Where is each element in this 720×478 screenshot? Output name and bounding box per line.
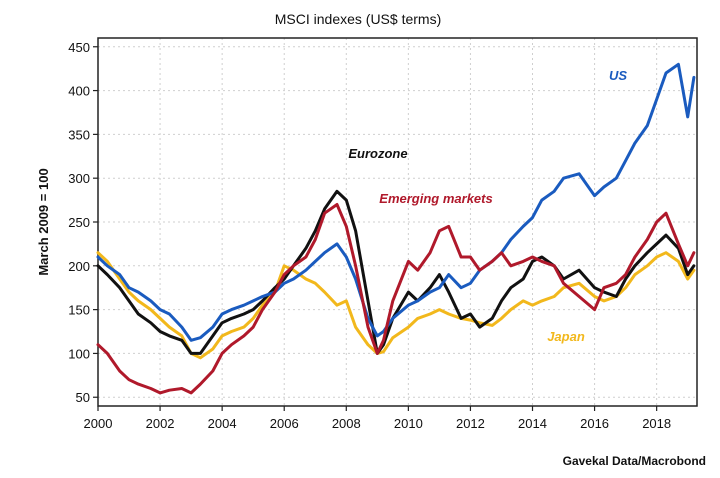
x-tick-label: 2016 bbox=[580, 416, 609, 431]
y-tick-label: 50 bbox=[76, 390, 90, 405]
chart-title: MSCI indexes (US$ terms) bbox=[275, 11, 441, 27]
series-label-us: US bbox=[609, 68, 627, 83]
y-axis-title: March 2009 = 100 bbox=[36, 168, 51, 275]
y-tick-label: 350 bbox=[68, 127, 90, 142]
x-tick-label: 2010 bbox=[394, 416, 423, 431]
series-line-emerging-markets bbox=[96, 203, 696, 395]
axis-ticks: 50 100 150 200 250 300 350 400 450 2000 2002 2004 20… bbox=[68, 40, 671, 431]
series-lines bbox=[96, 62, 696, 395]
x-tick-label: 2002 bbox=[146, 416, 175, 431]
series-label-eurozone: Eurozone bbox=[348, 146, 407, 161]
series-label-emerging-markets: Emerging markets bbox=[379, 191, 492, 206]
x-tick-label: 2018 bbox=[642, 416, 671, 431]
y-tick-label: 250 bbox=[68, 215, 90, 230]
y-tick-label: 100 bbox=[68, 346, 90, 361]
x-tick-label: 2004 bbox=[208, 416, 237, 431]
x-tick-label: 2014 bbox=[518, 416, 547, 431]
series-line-eurozone bbox=[96, 189, 696, 355]
x-tick-label: 2000 bbox=[84, 416, 113, 431]
x-tick-label: 2008 bbox=[332, 416, 361, 431]
y-tick-label: 200 bbox=[68, 259, 90, 274]
x-tick-label: 2006 bbox=[270, 416, 299, 431]
y-tick-label: 300 bbox=[68, 171, 90, 186]
y-tick-label: 400 bbox=[68, 84, 90, 99]
series-line-japan bbox=[96, 251, 696, 360]
source-note: Gavekal Data/Macrobond bbox=[563, 454, 706, 468]
series-label-japan: Japan bbox=[547, 329, 585, 344]
y-tick-label: 450 bbox=[68, 40, 90, 55]
y-tick-label: 150 bbox=[68, 303, 90, 318]
x-tick-label: 2012 bbox=[456, 416, 485, 431]
